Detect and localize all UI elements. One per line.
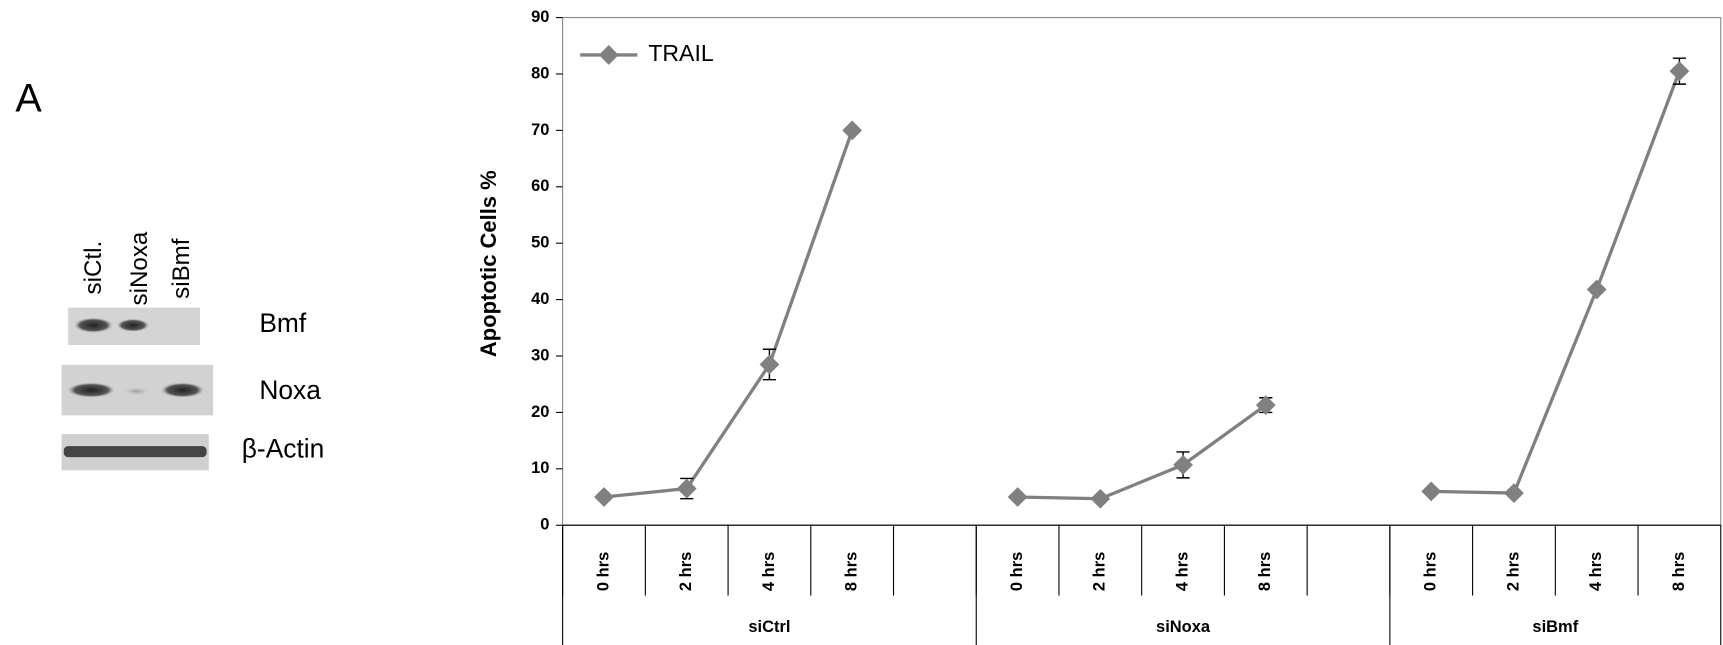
x-tick-label: 4 hrs [1173,552,1191,591]
y-tick-label: 10 [531,459,549,477]
y-tick-label: 60 [531,177,549,195]
x-tick-label: 8 hrs [1670,552,1688,591]
lane-label: siBmf [168,238,195,299]
row-label: β-Actin [242,433,325,463]
group-label: siCtrl [748,618,790,636]
x-tick-label: 8 hrs [1256,552,1274,591]
row-labels: Bmf Noxa β-Actin [242,308,325,463]
y-tick-label: 20 [531,403,549,421]
data-point [1670,61,1690,81]
data-point [677,479,697,499]
x-tick-label: 0 hrs [1008,552,1026,591]
legend-label: TRAIL [648,40,714,66]
row-label: Noxa [259,375,321,405]
legend-marker [599,45,619,65]
y-axis-label: Apoptotic Cells % [476,170,501,357]
page: A siCtl. siNoxa siBmf Bmf Noxa β-Actin A… [0,0,1723,645]
band [160,382,204,397]
y-tick-label: 90 [531,8,549,26]
band [64,446,207,457]
x-tick-label: 2 hrs [1504,552,1522,591]
band [67,382,115,397]
x-tick-label: 2 hrs [1091,552,1109,591]
data-point [594,487,614,507]
panel-label: A [15,77,42,121]
data-point [760,355,780,375]
x-tick-label: 4 hrs [1587,552,1605,591]
x-tick-label: 2 hrs [677,552,695,591]
plot-frame [563,18,1721,526]
band [123,387,149,396]
y-tick-label: 30 [531,346,549,364]
lane-label: siCtl. [80,241,107,295]
series-line [604,71,1679,499]
data-point [842,121,862,141]
data-point [1421,481,1441,501]
x-tick-label: 0 hrs [1422,552,1440,591]
blot-bands [62,308,214,471]
data-point [1008,487,1028,507]
figure: A siCtl. siNoxa siBmf Bmf Noxa β-Actin A… [0,0,1723,645]
group-label: siNoxa [1156,618,1211,636]
data-point [1090,489,1110,509]
lane-label: siNoxa [126,231,153,305]
row-label: Bmf [259,308,307,338]
y-tick-label: 40 [531,290,549,308]
x-tick-label: 8 hrs [843,552,861,591]
y-tick-label: 0 [540,516,549,534]
y-tick-label: 50 [531,234,549,252]
lane-labels: siCtl. siNoxa siBmf [80,231,195,305]
data-point [1504,483,1524,503]
band [74,318,114,333]
data-point [1587,280,1607,300]
x-tick-label: 4 hrs [760,552,778,591]
group-label: siBmf [1532,618,1578,636]
band [117,319,150,332]
x-tick-label: 0 hrs [594,552,612,591]
y-tick-label: 80 [531,64,549,82]
y-tick-label: 70 [531,121,549,139]
